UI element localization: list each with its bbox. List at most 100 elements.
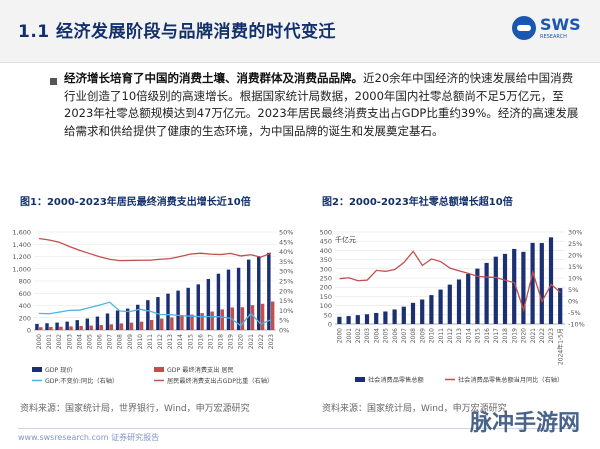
- x-tick-label: 2003: [66, 334, 73, 349]
- y-left-tick-label: 300: [320, 265, 332, 273]
- y-right-tick-label: -10%: [568, 321, 585, 329]
- y-left-tick-label: 150: [320, 293, 332, 301]
- x-tick-label: 2000: [36, 334, 43, 349]
- bar: [75, 320, 79, 330]
- bar: [346, 316, 351, 324]
- bar: [85, 318, 90, 330]
- y-left-tick-label: 200: [320, 284, 332, 292]
- legend-label: 社会消费品零售总额当月同比（右轴）: [458, 376, 563, 384]
- x-tick-label: 2006: [97, 334, 104, 349]
- bar: [392, 309, 397, 324]
- legend-label: GDP 最终消费支出 居民: [167, 366, 234, 374]
- bar: [149, 320, 154, 330]
- bar: [438, 289, 443, 324]
- bar: [166, 293, 170, 330]
- bar: [65, 321, 69, 330]
- bullet-square-icon: [50, 78, 57, 85]
- logo-sub: RESEARCH: [540, 34, 567, 40]
- y-left-tick-label: 200: [19, 314, 31, 322]
- bar: [35, 323, 39, 330]
- bar: [364, 314, 370, 324]
- bar: [337, 316, 342, 324]
- watermark: 脉冲手游网: [470, 411, 581, 436]
- y-left-tick-label: 800: [19, 278, 31, 286]
- bar: [129, 322, 134, 330]
- y-right-tick-label: 35%: [279, 258, 293, 266]
- bar: [139, 321, 144, 330]
- y-right-tick-label: 30%: [568, 229, 582, 237]
- x-tick-label: 2012: [447, 328, 454, 343]
- x-tick-label: 2005: [383, 328, 390, 343]
- bar: [475, 268, 480, 324]
- y-right-tick-label: 15%: [279, 297, 293, 305]
- x-tick-label: 2013: [456, 328, 463, 343]
- bar: [512, 248, 517, 324]
- bar: [355, 315, 360, 324]
- series-line: [38, 237, 272, 262]
- bar: [240, 307, 245, 330]
- x-tick-label: 2019: [511, 328, 518, 343]
- x-tick-label: 2001: [346, 328, 353, 343]
- bar: [226, 269, 231, 330]
- bar: [270, 301, 275, 330]
- x-tick-label: 2022: [539, 328, 546, 343]
- x-tick-label: 2015: [187, 334, 194, 349]
- bar: [410, 302, 416, 324]
- bar: [236, 267, 241, 330]
- legend-label: 居民最终消费支出占GDP比重（右轴）: [167, 377, 273, 385]
- sws-logo-icon: [512, 16, 536, 40]
- bar: [125, 308, 130, 330]
- x-tick-label: 2012: [157, 334, 164, 349]
- sws-logo: SWS RESEARCH: [512, 14, 586, 50]
- x-tick-label: 2011: [438, 328, 445, 343]
- y-right-tick-label: 20%: [279, 287, 293, 295]
- bar: [210, 311, 214, 330]
- x-tick-label: 2018: [502, 328, 509, 343]
- bar: [119, 323, 124, 330]
- bar: [466, 273, 471, 324]
- bar: [493, 256, 498, 324]
- bar: [558, 288, 563, 324]
- y-axis-unit-label: 千亿元: [335, 235, 356, 244]
- bar: [521, 251, 526, 324]
- bar: [180, 315, 184, 330]
- x-tick-label: 2001: [46, 334, 53, 349]
- y-left-tick-label: 250: [320, 275, 332, 283]
- bar: [420, 299, 425, 324]
- bar: [99, 325, 103, 330]
- x-tick-label: 2022: [258, 334, 265, 349]
- x-tick-label: 2007: [107, 334, 114, 349]
- y-left-tick-label: 0: [328, 321, 332, 329]
- x-tick-label: 2013: [167, 334, 174, 349]
- y-right-tick-label: 25%: [279, 278, 293, 286]
- x-tick-label: 2004: [76, 334, 83, 349]
- bar: [186, 287, 190, 330]
- footer-divider: [18, 428, 578, 429]
- x-tick-label: 2004: [373, 328, 380, 343]
- bar: [383, 311, 388, 324]
- legend-label: 社会消费品零售总额: [368, 376, 424, 384]
- y-right-tick-label: 50%: [279, 229, 293, 237]
- y-right-tick-label: 45%: [279, 238, 293, 246]
- x-tick-label: 2008: [117, 334, 124, 349]
- x-tick-label: 2019: [228, 334, 235, 349]
- x-tick-label: 2011: [147, 334, 154, 349]
- x-tick-label: 2014: [177, 334, 184, 349]
- x-tick-label: 2021: [530, 328, 537, 343]
- chart-gdp-consumption: 0 200 400 600 800 1,000 1,200 1,400 1,600 0% 5% 10%…: [12, 229, 293, 386]
- bar: [374, 312, 379, 324]
- bar: [55, 322, 59, 330]
- x-tick-label: 2017: [493, 328, 500, 343]
- x-tick-label: 2017: [207, 334, 214, 349]
- x-tick-label: 2015: [475, 328, 482, 343]
- figure1-source: 资料来源：国家统计局，世界银行，Wind，申万宏源研究: [20, 404, 250, 414]
- series-line: [339, 250, 561, 313]
- x-tick-label: 2007: [401, 328, 408, 343]
- bar: [79, 326, 83, 330]
- bar: [200, 313, 204, 330]
- x-tick-label: 2023: [548, 328, 555, 343]
- bar: [95, 316, 100, 330]
- y-left-tick-label: 1,600: [12, 229, 31, 237]
- y-right-tick-label: 40%: [279, 248, 293, 256]
